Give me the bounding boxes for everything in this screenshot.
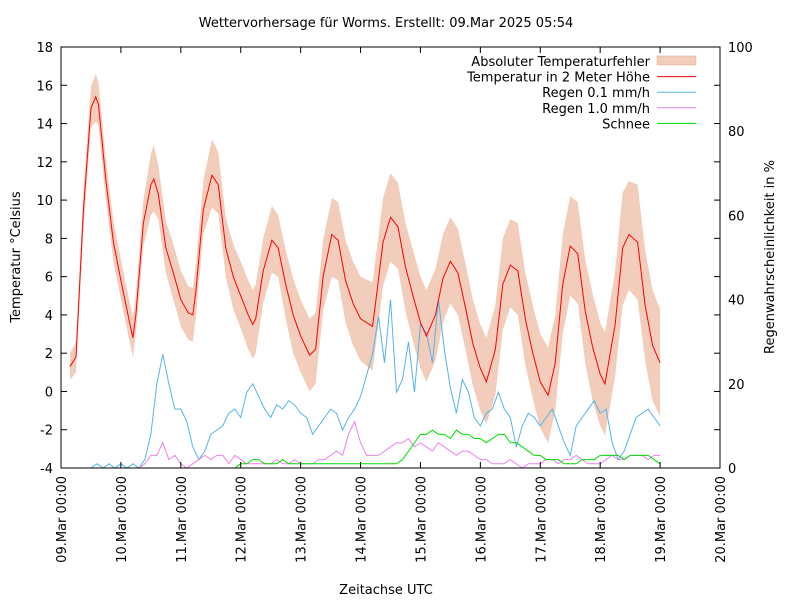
rain-1-0-line bbox=[90, 420, 661, 469]
x-tick-label: 15.Mar 00:00 bbox=[414, 476, 429, 563]
y2-tick-label: 80 bbox=[728, 125, 745, 140]
y2-tick-label: 100 bbox=[728, 41, 753, 56]
y-tick-label: -2 bbox=[40, 424, 53, 439]
temperature-line bbox=[69, 95, 661, 397]
x-tick-label: 17.Mar 00:00 bbox=[534, 476, 549, 563]
y2-tick-label: 20 bbox=[728, 378, 745, 393]
x-tick-label: 10.Mar 00:00 bbox=[115, 476, 130, 563]
y2-axis-label: Regenwahrscheinlichkeit in % bbox=[763, 160, 778, 354]
legend-error-band-swatch bbox=[656, 55, 697, 66]
x-tick-label: 13.Mar 00:00 bbox=[295, 476, 310, 563]
snow-line bbox=[90, 429, 661, 469]
legend-rain-1-0-label: Regen 1.0 mm/h bbox=[542, 102, 650, 117]
x-tick-label: 16.Mar 00:00 bbox=[474, 476, 489, 563]
y-tick-label: 18 bbox=[36, 41, 53, 56]
temperature-error-band bbox=[69, 73, 661, 444]
y-tick-label: 2 bbox=[45, 347, 53, 362]
legend-rain-0-1-label: Regen 0.1 mm/h bbox=[542, 86, 650, 101]
x-axis-label: Zeitachse UTC bbox=[339, 583, 433, 598]
legend-snow-label: Schnee bbox=[602, 117, 650, 132]
y-tick-label: 8 bbox=[45, 232, 53, 247]
plot-frame bbox=[60, 46, 721, 469]
x-tick-label: 09.Mar 00:00 bbox=[55, 476, 70, 563]
y-tick-label: 12 bbox=[36, 156, 53, 171]
y-tick-label: 10 bbox=[36, 194, 53, 209]
x-tick-label: 14.Mar 00:00 bbox=[355, 476, 370, 563]
y2-tick-label: 0 bbox=[728, 462, 736, 477]
y2-tick-label: 60 bbox=[728, 209, 745, 224]
y-tick-label: 14 bbox=[36, 118, 53, 133]
x-tick-label: 12.Mar 00:00 bbox=[235, 476, 250, 563]
legend-temperature-label: Temperatur in 2 Meter Höhe bbox=[466, 71, 650, 86]
x-tick-label: 19.Mar 00:00 bbox=[654, 476, 669, 563]
x-tick-label: 20.Mar 00:00 bbox=[714, 476, 729, 563]
y-tick-label: -4 bbox=[40, 462, 53, 477]
x-tick-label: 11.Mar 00:00 bbox=[175, 476, 190, 563]
chart-title: Wettervorhersage für Worms. Erstellt: 09… bbox=[199, 16, 574, 31]
y2-tick-label: 40 bbox=[728, 294, 745, 309]
y-tick-label: 0 bbox=[45, 385, 53, 400]
legend-error-band-label: Absoluter Temperaturfehler bbox=[471, 55, 650, 70]
y-axis-label: Temperatur °Celsius bbox=[9, 191, 24, 324]
x-tick-label: 18.Mar 00:00 bbox=[594, 476, 609, 563]
y-tick-label: 6 bbox=[45, 271, 53, 286]
y-tick-label: 16 bbox=[36, 79, 53, 94]
rain-0-1-line bbox=[90, 299, 661, 469]
y-tick-label: 4 bbox=[45, 309, 53, 324]
